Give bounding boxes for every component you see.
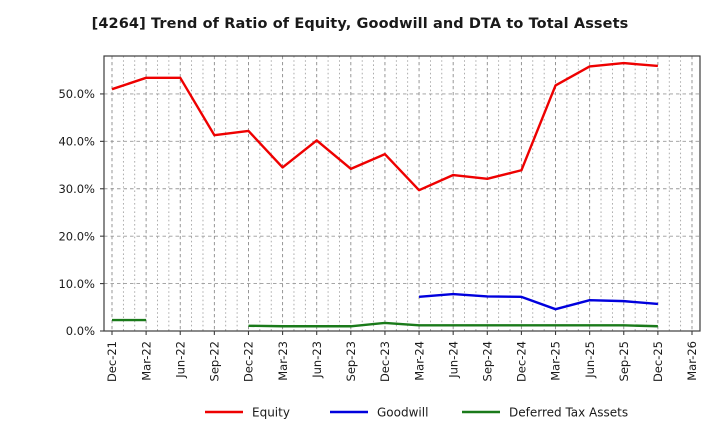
x-tick-label: Mar-25 — [549, 341, 563, 381]
series-line-deferred-tax-assets — [248, 321, 658, 328]
x-tick-label: Sep-25 — [617, 341, 631, 381]
gridlines — [104, 56, 700, 331]
x-tick-label: Jun-22 — [173, 341, 187, 379]
y-axis-tick-labels: 0.0% 10.0% 20.0% 30.0% 40.0% 50.0% — [58, 87, 95, 338]
chart-legend: Equity Goodwill Deferred Tax Assets — [205, 406, 628, 420]
x-tick-label: Dec-22 — [242, 341, 256, 382]
x-tick-label: Sep-24 — [480, 341, 494, 381]
data-series — [111, 61, 658, 328]
y-tick-label: 20.0% — [58, 229, 95, 243]
x-tick-label: Dec-25 — [651, 341, 665, 382]
x-axis-tick-labels: Dec-21 Mar-22 Jun-22 Sep-22 Dec-22 Mar-23 Jun-… — [105, 341, 699, 382]
series-line-goodwill — [418, 292, 658, 311]
y-tick-label: 0.0% — [66, 324, 95, 338]
x-tick-label: Mar-22 — [139, 341, 153, 381]
legend-label-deferred-tax-assets: Deferred Tax Assets — [509, 406, 628, 420]
x-tick-label: Mar-23 — [276, 341, 290, 381]
x-tick-label: Mar-26 — [685, 341, 699, 381]
x-tick-label: Sep-23 — [344, 341, 358, 381]
x-tick-label: Jun-25 — [583, 341, 597, 379]
x-tick-label: Mar-24 — [412, 341, 426, 381]
x-tick-label: Sep-22 — [208, 341, 222, 381]
y-tick-label: 10.0% — [58, 277, 95, 291]
y-tick-label: 30.0% — [58, 182, 95, 196]
page-title: [4264] Trend of Ratio of Equity, Goodwil… — [91, 16, 629, 32]
x-tick-label: Dec-21 — [105, 341, 119, 382]
legend-label-equity: Equity — [252, 406, 290, 420]
y-tick-label: 50.0% — [58, 87, 95, 101]
y-tick-label: 40.0% — [58, 135, 95, 149]
series-line-equity — [111, 61, 658, 192]
axes — [100, 55, 701, 335]
x-tick-label: Dec-24 — [515, 341, 529, 382]
x-tick-label: Jun-24 — [446, 341, 460, 379]
legend-label-goodwill: Goodwill — [377, 406, 428, 420]
x-tick-label: Jun-23 — [310, 341, 324, 379]
x-tick-label: Dec-23 — [378, 341, 392, 382]
